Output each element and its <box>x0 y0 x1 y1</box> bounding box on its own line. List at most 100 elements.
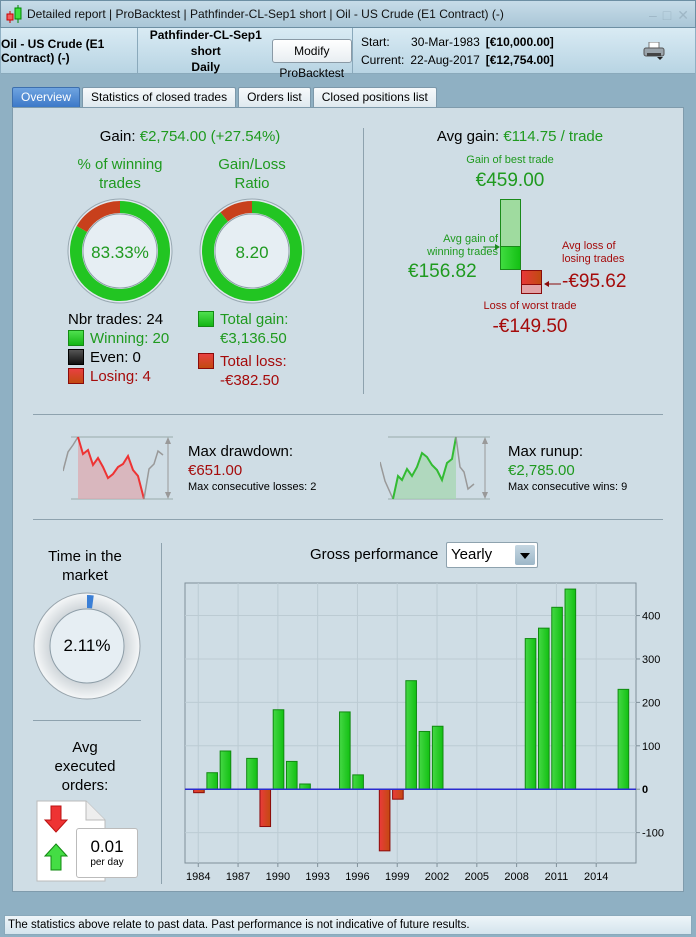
winning-pct-title-line2: trades <box>99 175 141 192</box>
section-divider <box>161 543 162 884</box>
tab-overview[interactable]: Overview <box>12 87 81 107</box>
bar-1992 <box>299 783 311 790</box>
bar-1985 <box>206 772 218 790</box>
x-tick-label: 1999 <box>385 871 409 883</box>
losing-count: Losing: 4 <box>90 368 151 385</box>
even-legend-swatch <box>68 349 84 365</box>
avg-orders-box: 0.01 per day <box>76 828 138 878</box>
candlestick-app-icon <box>6 5 22 23</box>
period-select-value: Yearly <box>451 546 493 563</box>
timeframe: Daily <box>191 59 221 74</box>
bar-2009 <box>524 638 537 790</box>
y-tick-label: -100 <box>642 828 664 840</box>
avg-executed-orders-title: Avg executed orders: <box>30 738 140 795</box>
gl-ratio-donut <box>199 198 305 304</box>
chevron-down-icon[interactable] <box>515 545 535 565</box>
bar-2002 <box>431 725 444 790</box>
worst-trade-label: Loss of worst trade <box>483 300 577 312</box>
avg-win-bar <box>500 246 521 270</box>
gl-ratio-value: 8.20 <box>235 243 269 262</box>
report-header: Oil - US Crude (E1 Contract) (-) Pathfin… <box>1 27 695 80</box>
winning-pct-value: 83.33% <box>91 243 149 262</box>
best-trade-label: Gain of best trade <box>466 154 554 166</box>
avg-loss-label: Avg loss of losing trades <box>562 240 624 266</box>
x-tick-label: 1990 <box>266 871 290 883</box>
time-in-market-title: Time in the market <box>30 547 140 585</box>
winning-legend-swatch <box>68 330 84 346</box>
x-tick-label: 2005 <box>465 871 489 883</box>
current-value: [€12,754.00] <box>485 52 554 67</box>
maximize-icon[interactable]: □ <box>662 7 672 23</box>
time-in-market-title-line1: Time in the <box>48 548 122 565</box>
time-in-market-title-line2: market <box>62 567 108 584</box>
gain-value: €2,754.00 (+27.54%) <box>139 128 281 145</box>
sell-arrow-icon <box>43 805 69 833</box>
buy-arrow-icon <box>43 843 69 871</box>
y-tick-label: 400 <box>642 611 660 623</box>
date-range: Start: 30-Mar-1983 [€10,000.00] Current: 22… <box>353 28 560 73</box>
bar-2016 <box>617 688 630 790</box>
start-value: [€10,000.00] <box>485 34 554 49</box>
gl-ratio-title-line2: Ratio <box>234 175 270 192</box>
close-icon[interactable]: ✕ <box>677 7 689 23</box>
bar-2012 <box>564 588 577 790</box>
disclaimer-bar: The statistics above relate to past data… <box>4 915 692 935</box>
x-tick-label: 1996 <box>345 871 369 883</box>
minimize-icon[interactable]: – <box>649 7 657 23</box>
current-label: Current: <box>361 52 405 67</box>
bar-1996 <box>352 774 364 790</box>
max-consecutive-losses: Max consecutive losses: 2 <box>188 481 317 493</box>
worst-trade-value: -€149.50 <box>492 316 568 337</box>
losing-segment <box>76 201 120 233</box>
avg-loss-label-line2: losing trades <box>562 253 625 265</box>
period-select[interactable]: Yearly <box>446 542 538 568</box>
avg-orders-title-line1: Avg <box>72 739 98 756</box>
modify-probacktest-button[interactable]: Modify ProBacktest <box>271 38 352 80</box>
time-in-market-donut <box>33 592 141 700</box>
avg-loss-arrow-icon <box>544 281 561 287</box>
drawdown-sparkline-icon <box>63 436 173 500</box>
y-tick-label: 300 <box>642 654 660 666</box>
time-in-market-value: 2.11% <box>63 636 111 655</box>
avg-loss-bar <box>521 270 542 285</box>
max-drawdown-label: Max drawdown: <box>188 443 294 460</box>
x-tick-label: 2002 <box>425 871 449 883</box>
nbr-trades: Nbr trades: 24 <box>68 311 164 328</box>
max-runup-label: Max runup: <box>508 443 584 460</box>
x-tick-label: 2014 <box>584 871 608 883</box>
gain-summary: Gain: €2,754.00 (+27.54%) <box>40 128 340 145</box>
tab-closed-positions-list[interactable]: Closed positions list <box>312 87 437 107</box>
title-bar: Detailed report | ProBacktest | Pathfind… <box>0 0 696 28</box>
bar-2010 <box>538 627 550 790</box>
gain-label: Gain: <box>99 128 136 145</box>
x-tick-label: 1984 <box>186 871 210 883</box>
tab-orders-list[interactable]: Orders list <box>238 87 311 107</box>
max-runup-value: €2,785.00 <box>508 462 575 479</box>
avg-win-label-line1: Avg gain of <box>443 233 498 245</box>
printer-icon[interactable] <box>643 42 665 60</box>
avg-win-label: Avg gain of winning trades <box>402 233 512 259</box>
tab-statistics-closed-trades[interactable]: Statistics of closed trades <box>82 87 237 107</box>
avg-gain-summary: Avg gain: €114.75 / trade <box>370 128 670 145</box>
best-trade-value: €459.00 <box>475 170 545 191</box>
total-gain-swatch <box>198 311 214 327</box>
runup-sparkline-icon <box>380 436 490 500</box>
gl-ratio-title-line1: Gain/Loss <box>218 156 286 173</box>
gross-performance-label: Gross performance <box>310 546 439 563</box>
strategy-name: Pathfinder-CL-Sep1 short <box>149 27 262 58</box>
bar-2000 <box>405 680 417 790</box>
avg-loss-label-line1: Avg loss of <box>562 240 616 252</box>
gl-ratio-title: Gain/Loss Ratio <box>192 155 312 193</box>
bar-2001 <box>418 730 431 790</box>
section-divider <box>33 414 663 415</box>
x-tick-label: 2008 <box>504 871 528 883</box>
current-date: 22-Aug-2017 <box>410 52 480 67</box>
bar-1990 <box>272 709 285 790</box>
total-gain-label: Total gain: <box>220 311 289 328</box>
total-loss-swatch <box>198 353 214 369</box>
tab-bar: Overview Statistics of closed trades Ord… <box>12 87 437 107</box>
x-tick-label: 1987 <box>226 871 250 883</box>
avg-orders-value: 0.01 <box>90 837 124 856</box>
bar-1998 <box>378 788 391 852</box>
section-divider <box>363 128 364 394</box>
